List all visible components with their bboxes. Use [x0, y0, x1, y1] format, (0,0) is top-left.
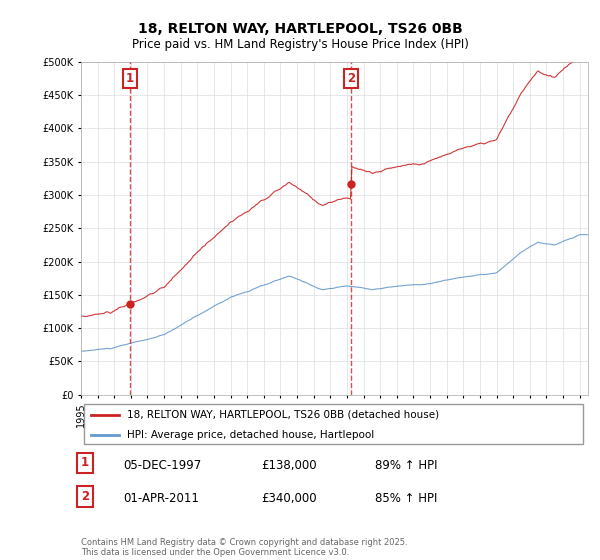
Text: 1: 1 [81, 456, 89, 469]
Text: Price paid vs. HM Land Registry's House Price Index (HPI): Price paid vs. HM Land Registry's House … [131, 38, 469, 50]
Text: 18, RELTON WAY, HARTLEPOOL, TS26 0BB (detached house): 18, RELTON WAY, HARTLEPOOL, TS26 0BB (de… [127, 410, 439, 420]
Text: 2: 2 [347, 72, 355, 85]
Text: £138,000: £138,000 [261, 459, 317, 472]
Text: 2: 2 [81, 490, 89, 503]
Text: 05-DEC-1997: 05-DEC-1997 [123, 459, 201, 472]
Text: HPI: Average price, detached house, Hartlepool: HPI: Average price, detached house, Hart… [127, 430, 374, 440]
Text: 1: 1 [125, 72, 134, 85]
Text: 01-APR-2011: 01-APR-2011 [123, 492, 199, 505]
Text: 89% ↑ HPI: 89% ↑ HPI [375, 459, 437, 472]
Text: Contains HM Land Registry data © Crown copyright and database right 2025.
This d: Contains HM Land Registry data © Crown c… [81, 538, 407, 557]
FancyBboxPatch shape [83, 404, 583, 445]
Text: 18, RELTON WAY, HARTLEPOOL, TS26 0BB: 18, RELTON WAY, HARTLEPOOL, TS26 0BB [137, 22, 463, 36]
Text: 85% ↑ HPI: 85% ↑ HPI [375, 492, 437, 505]
Text: £340,000: £340,000 [261, 492, 317, 505]
